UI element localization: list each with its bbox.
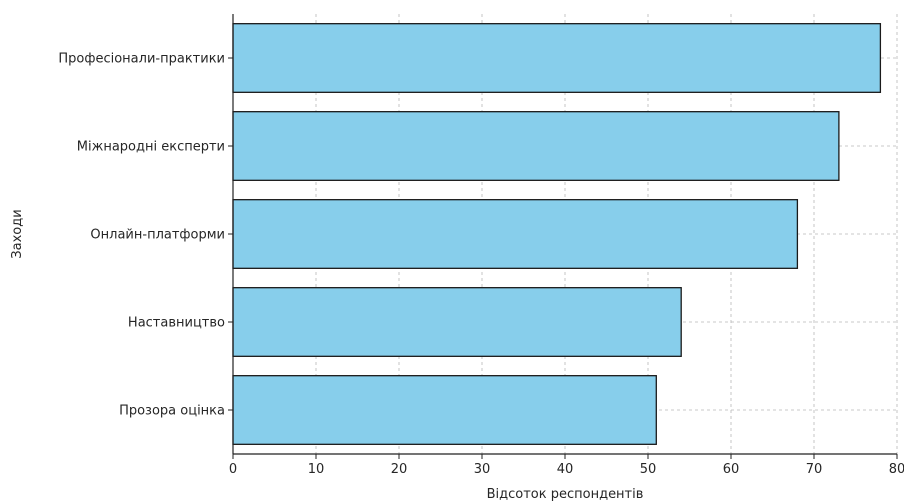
x-ticks: 0 10 20 30 40 50 60 70 80 (229, 454, 904, 477)
bar (232, 375, 657, 445)
y-category-labels: Професіонали-практики Міжнародні експерти… (58, 52, 225, 419)
x-tick-label: 10 (308, 462, 325, 477)
x-tick-label: 20 (391, 462, 408, 477)
x-tick-label: 40 (557, 462, 574, 477)
category-label: Професіонали-практики (58, 52, 225, 67)
category-label: Міжнародні експерти (77, 140, 225, 155)
x-tick-label: 80 (889, 462, 904, 477)
bar (232, 23, 882, 93)
x-tick-label: 30 (474, 462, 491, 477)
category-label: Онлайн-платформи (90, 228, 225, 243)
category-label: Наставництво (128, 316, 225, 331)
bar (232, 111, 840, 181)
x-tick-label: 70 (806, 462, 823, 477)
x-tick-label: 50 (640, 462, 657, 477)
y-axis-label: Заходи (10, 209, 25, 258)
bar (232, 199, 799, 269)
bars (232, 23, 882, 445)
x-axis-label: Відсоток респондентів (487, 487, 644, 502)
x-tick-label: 0 (229, 462, 237, 477)
bar (232, 287, 682, 357)
x-tick-label: 60 (723, 462, 740, 477)
category-label: Прозора оцінка (119, 404, 225, 419)
